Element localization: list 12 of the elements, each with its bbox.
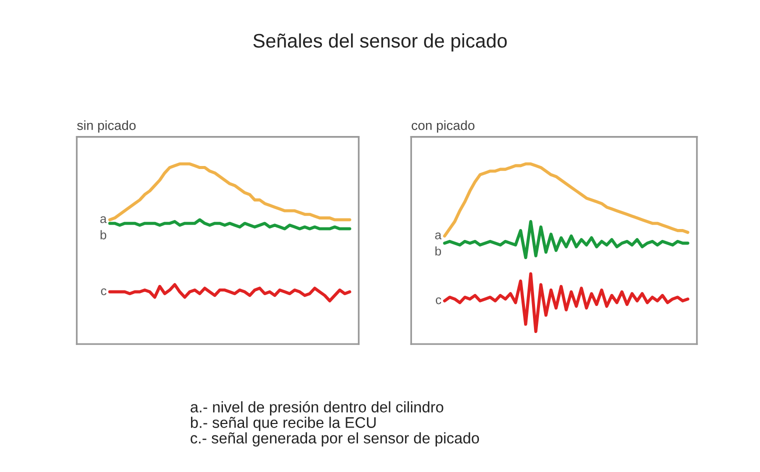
chart-title: con picado <box>412 120 474 133</box>
text: a.- nivel de presión dentro del cilindro <box>190 401 444 416</box>
series-label: b <box>100 230 106 240</box>
text: c.- señal generada por el sensor de picado <box>190 432 479 447</box>
series-label: b <box>435 246 442 256</box>
series-label: a <box>435 232 442 240</box>
text: b.- señal que recibe la ECU <box>190 416 376 431</box>
chart-title: sin picado <box>77 120 136 133</box>
text: Señales del sensor de picado <box>253 33 507 52</box>
series-label: c <box>101 288 106 296</box>
series-label: a <box>100 216 107 224</box>
series-label: c <box>436 297 442 304</box>
